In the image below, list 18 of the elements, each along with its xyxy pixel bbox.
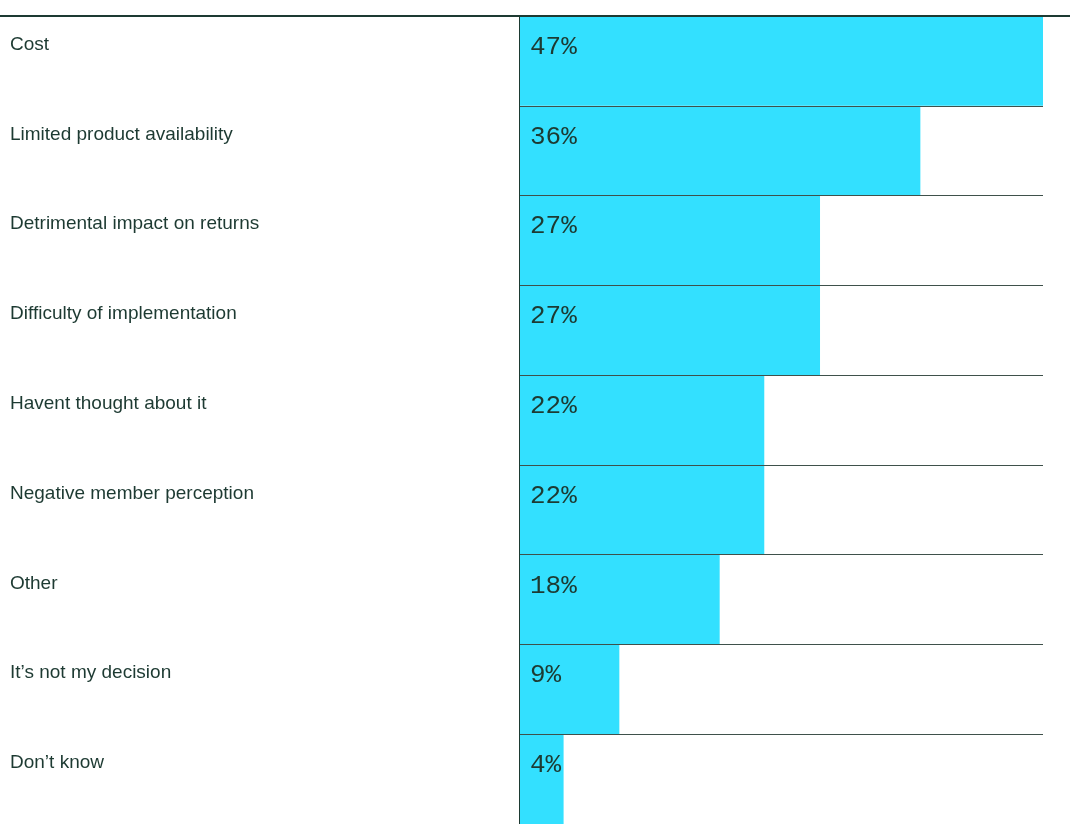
y-tick-label: Negative member perception <box>10 481 254 503</box>
y-tick-label: Other <box>10 571 59 593</box>
data-label: 22% <box>530 391 578 421</box>
data-label: 27% <box>530 211 578 242</box>
y-tick-label: Difficulty of implementation <box>10 302 237 324</box>
y-tick-label: Limited product availability <box>10 122 234 144</box>
data-label: 47% <box>530 31 578 62</box>
data-label: 18% <box>530 570 578 601</box>
y-tick-label: Detrimental impact on returns <box>10 212 260 234</box>
data-label: 27% <box>530 301 578 332</box>
y-tick-label: It’s not my decision <box>10 661 172 683</box>
data-label: 9% <box>530 660 562 691</box>
y-tick-label: Don’t know <box>10 751 105 773</box>
data-label: 22% <box>530 480 578 511</box>
data-label: 4% <box>530 750 562 781</box>
y-tick-label: Havent thought about it <box>10 392 208 413</box>
y-tick-label: Cost <box>10 32 50 54</box>
data-label: 36% <box>530 121 578 152</box>
